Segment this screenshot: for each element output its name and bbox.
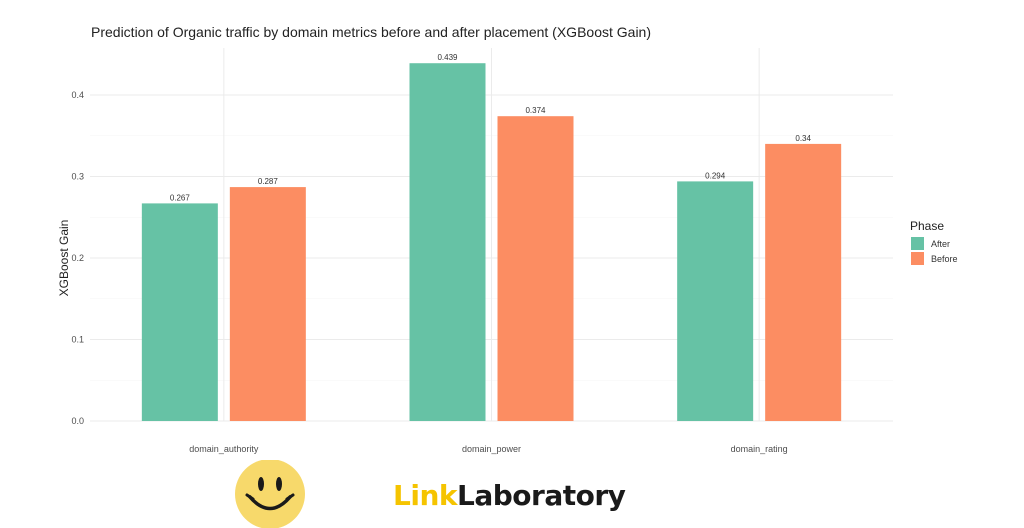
y-axis-title: XGBoost Gain (57, 220, 71, 297)
y-tick-label: 0.0 (71, 416, 84, 426)
legend-title: Phase (910, 219, 944, 233)
x-tick-label: domain_rating (731, 444, 788, 454)
y-tick-label: 0.2 (71, 253, 84, 263)
bars: 0.267 0.287 0.439 0.374 0.294 0.34 (141, 53, 842, 422)
legend-swatch-after (911, 237, 924, 250)
y-tick-label: 0.1 (71, 335, 84, 345)
legend-label: After (931, 239, 950, 249)
legend-label: Before (931, 254, 958, 264)
brand-logo-accent: Link (393, 479, 458, 512)
chart-title: Prediction of Organic traffic by domain … (91, 24, 651, 40)
data-label: 0.374 (525, 106, 546, 115)
bar-before (497, 116, 574, 421)
x-axis-ticks: domain_authority domain_power domain_ratin… (189, 444, 787, 454)
data-label: 0.267 (170, 193, 191, 202)
data-label: 0.287 (258, 177, 279, 186)
smiley-face-icon (235, 460, 305, 528)
bar-before (765, 143, 842, 421)
data-label: 0.34 (795, 134, 811, 143)
bar-before (229, 187, 306, 421)
grid (90, 48, 893, 422)
bar-after (409, 63, 486, 422)
x-tick-label: domain_power (462, 444, 521, 454)
brand-logo-rest: Laboratory (457, 479, 626, 512)
y-tick-label: 0.3 (71, 172, 84, 182)
data-label: 0.439 (437, 53, 458, 62)
brand-logo: LinkLaboratory (393, 478, 626, 514)
bar-after (141, 203, 218, 421)
legend: After Before (911, 237, 958, 265)
bar-after (677, 181, 754, 421)
data-label: 0.294 (705, 171, 726, 180)
y-axis-ticks: 0.0 0.1 0.2 0.3 0.4 (71, 90, 84, 426)
y-tick-label: 0.4 (71, 90, 84, 100)
x-tick-label: domain_authority (189, 444, 259, 454)
legend-swatch-before (911, 252, 924, 265)
